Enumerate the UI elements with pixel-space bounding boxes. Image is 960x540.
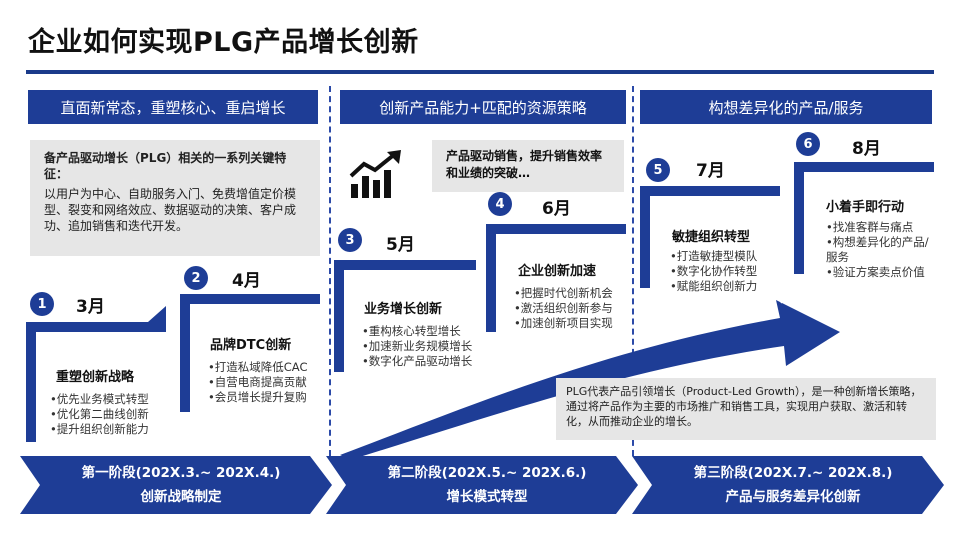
step-1-bullets: •优先业务模式转型 •优化第二曲线创新 •提升组织创新能力 (50, 392, 149, 437)
page-title: 企业如何实现PLG产品增长创新 (28, 27, 419, 58)
step-6-bar (794, 162, 934, 172)
step-2-bullet: •打造私域降低CAC (208, 360, 308, 374)
step-3-number: 3 (338, 228, 362, 252)
step-6-bullets: •找准客群与痛点 •构想差异化的产品/服务 •验证方案卖点价值 (826, 220, 936, 280)
step-6-title: 小着手即行动 (826, 200, 905, 215)
step-1-bar (26, 322, 36, 442)
phase-3-arrow: 第三阶段(202X.7.~ 202X.8.) 产品与服务差异化创新 (632, 456, 944, 514)
step-2-title: 品牌DTC创新 (210, 338, 292, 353)
step-6-bar (794, 162, 804, 274)
step-1-bullet: •优先业务模式转型 (50, 392, 149, 406)
step-4-bullet: •把握时代创新机会 (514, 286, 613, 300)
step-5-title: 敏捷组织转型 (672, 230, 751, 245)
step-4-bullet: •加速创新项目实现 (514, 316, 613, 330)
phase-3-arrow-line2: 产品与服务差异化创新 (725, 489, 861, 505)
step-6-month: 8月 (852, 139, 881, 159)
step-1-month: 3月 (76, 297, 105, 317)
title-rule (26, 70, 934, 74)
phase-divider (632, 86, 634, 456)
step-1-title: 重塑创新战略 (56, 370, 135, 385)
step-4-bullets: •把握时代创新机会 •激活组织创新参与 •加速创新项目实现 (514, 286, 613, 331)
intro-body: 以用户为中心、自助服务入门、免费增值定价模型、裂变和网络效应、数据驱动的决策、客… (44, 187, 297, 233)
step-6-number: 6 (796, 132, 820, 156)
step-6-bullet: •验证方案卖点价值 (826, 265, 925, 279)
step-3-bullet: •加速新业务规模增长 (362, 339, 473, 353)
step-3-month: 5月 (386, 235, 415, 255)
step-5-bar (640, 186, 780, 196)
sales-note: 产品驱动销售，提升销售效率和业绩的突破… (432, 140, 624, 192)
step-2-bullet: •自营电商提高贡献 (208, 375, 307, 389)
step-3-bar (334, 260, 344, 372)
step-1-bullet: •提升组织创新能力 (50, 422, 149, 436)
step-1-bullet: •优化第二曲线创新 (50, 407, 149, 421)
step-2-bullet: •会员增长提升复购 (208, 390, 307, 404)
phase-2-header: 创新产品能力+匹配的资源策略 (340, 90, 626, 124)
step-5-bullet: •赋能组织创新力 (670, 279, 758, 293)
growth-chart-icon (347, 150, 405, 200)
step-2-bar (180, 294, 320, 304)
phase-3-arrow-line1: 第三阶段(202X.7.~ 202X.8.) (693, 465, 893, 481)
step-5-number: 5 (646, 158, 670, 182)
step-3-bullets: •重构核心转型增长 •加速新业务规模增长 •数字化产品驱动增长 (362, 324, 472, 369)
step-5-bar (640, 186, 650, 288)
step-5-bullet: •打造敏捷型模队 (670, 249, 758, 263)
step-5-month: 7月 (696, 161, 725, 181)
definition-panel: PLG代表产品引领增长（Product-Led Growth），是一种创新增长策… (556, 378, 936, 440)
phase-3-header: 构想差异化的产品/服务 (640, 90, 932, 124)
step-4-bar (486, 224, 626, 234)
phase-1-header: 直面新常态，重塑核心、重启增长 (28, 90, 318, 124)
step-2-bullets: •打造私域降低CAC •自营电商提高贡献 •会员增长提升复购 (208, 360, 308, 405)
step-3-bullet: •数字化产品驱动增长 (362, 354, 473, 368)
intro-panel: 备产品驱动增长（PLG）相关的一系列关键特征： 以用户为中心、自助服务入门、免费… (30, 140, 320, 256)
step-3-title: 业务增长创新 (364, 302, 443, 317)
step-4-title: 企业创新加速 (518, 264, 597, 279)
phase-divider (329, 86, 331, 456)
step-1-bar (26, 322, 166, 332)
phase-1-arrow-line1: 第一阶段(202X.3.~ 202X.4.) (81, 465, 281, 481)
step-3-bullet: •重构核心转型增长 (362, 324, 461, 338)
step-4-month: 6月 (542, 199, 571, 219)
intro-heading: 备产品驱动增长（PLG）相关的一系列关键特征： (44, 151, 287, 181)
step-3-bar (334, 260, 476, 270)
step-5-bullet: •数字化协作转型 (670, 264, 758, 278)
phase-2-arrow: 第二阶段(202X.5.~ 202X.6.) 增长模式转型 (326, 456, 638, 514)
phase-1-arrow: 第一阶段(202X.3.~ 202X.4.) 创新战略制定 (20, 456, 332, 514)
step-5-bullets: •打造敏捷型模队 •数字化协作转型 •赋能组织创新力 (670, 249, 757, 294)
step-4-bar (486, 224, 496, 332)
phase-2-arrow-line1: 第二阶段(202X.5.~ 202X.6.) (387, 465, 587, 481)
step-6-bullet: •构想差异化的产品/服务 (826, 235, 929, 264)
phase-1-arrow-line2: 创新战略制定 (140, 489, 222, 505)
step-2-bar (180, 294, 190, 412)
step-2-number: 2 (184, 266, 208, 290)
phase-2-arrow-line2: 增长模式转型 (446, 489, 528, 505)
step-4-bullet: •激活组织创新参与 (514, 301, 613, 315)
step-6-bullet: •找准客群与痛点 (826, 220, 914, 234)
step-1-number: 1 (30, 292, 54, 316)
step-4-number: 4 (488, 192, 512, 216)
step-2-month: 4月 (232, 271, 261, 291)
step-1-bar-tip (148, 306, 166, 322)
